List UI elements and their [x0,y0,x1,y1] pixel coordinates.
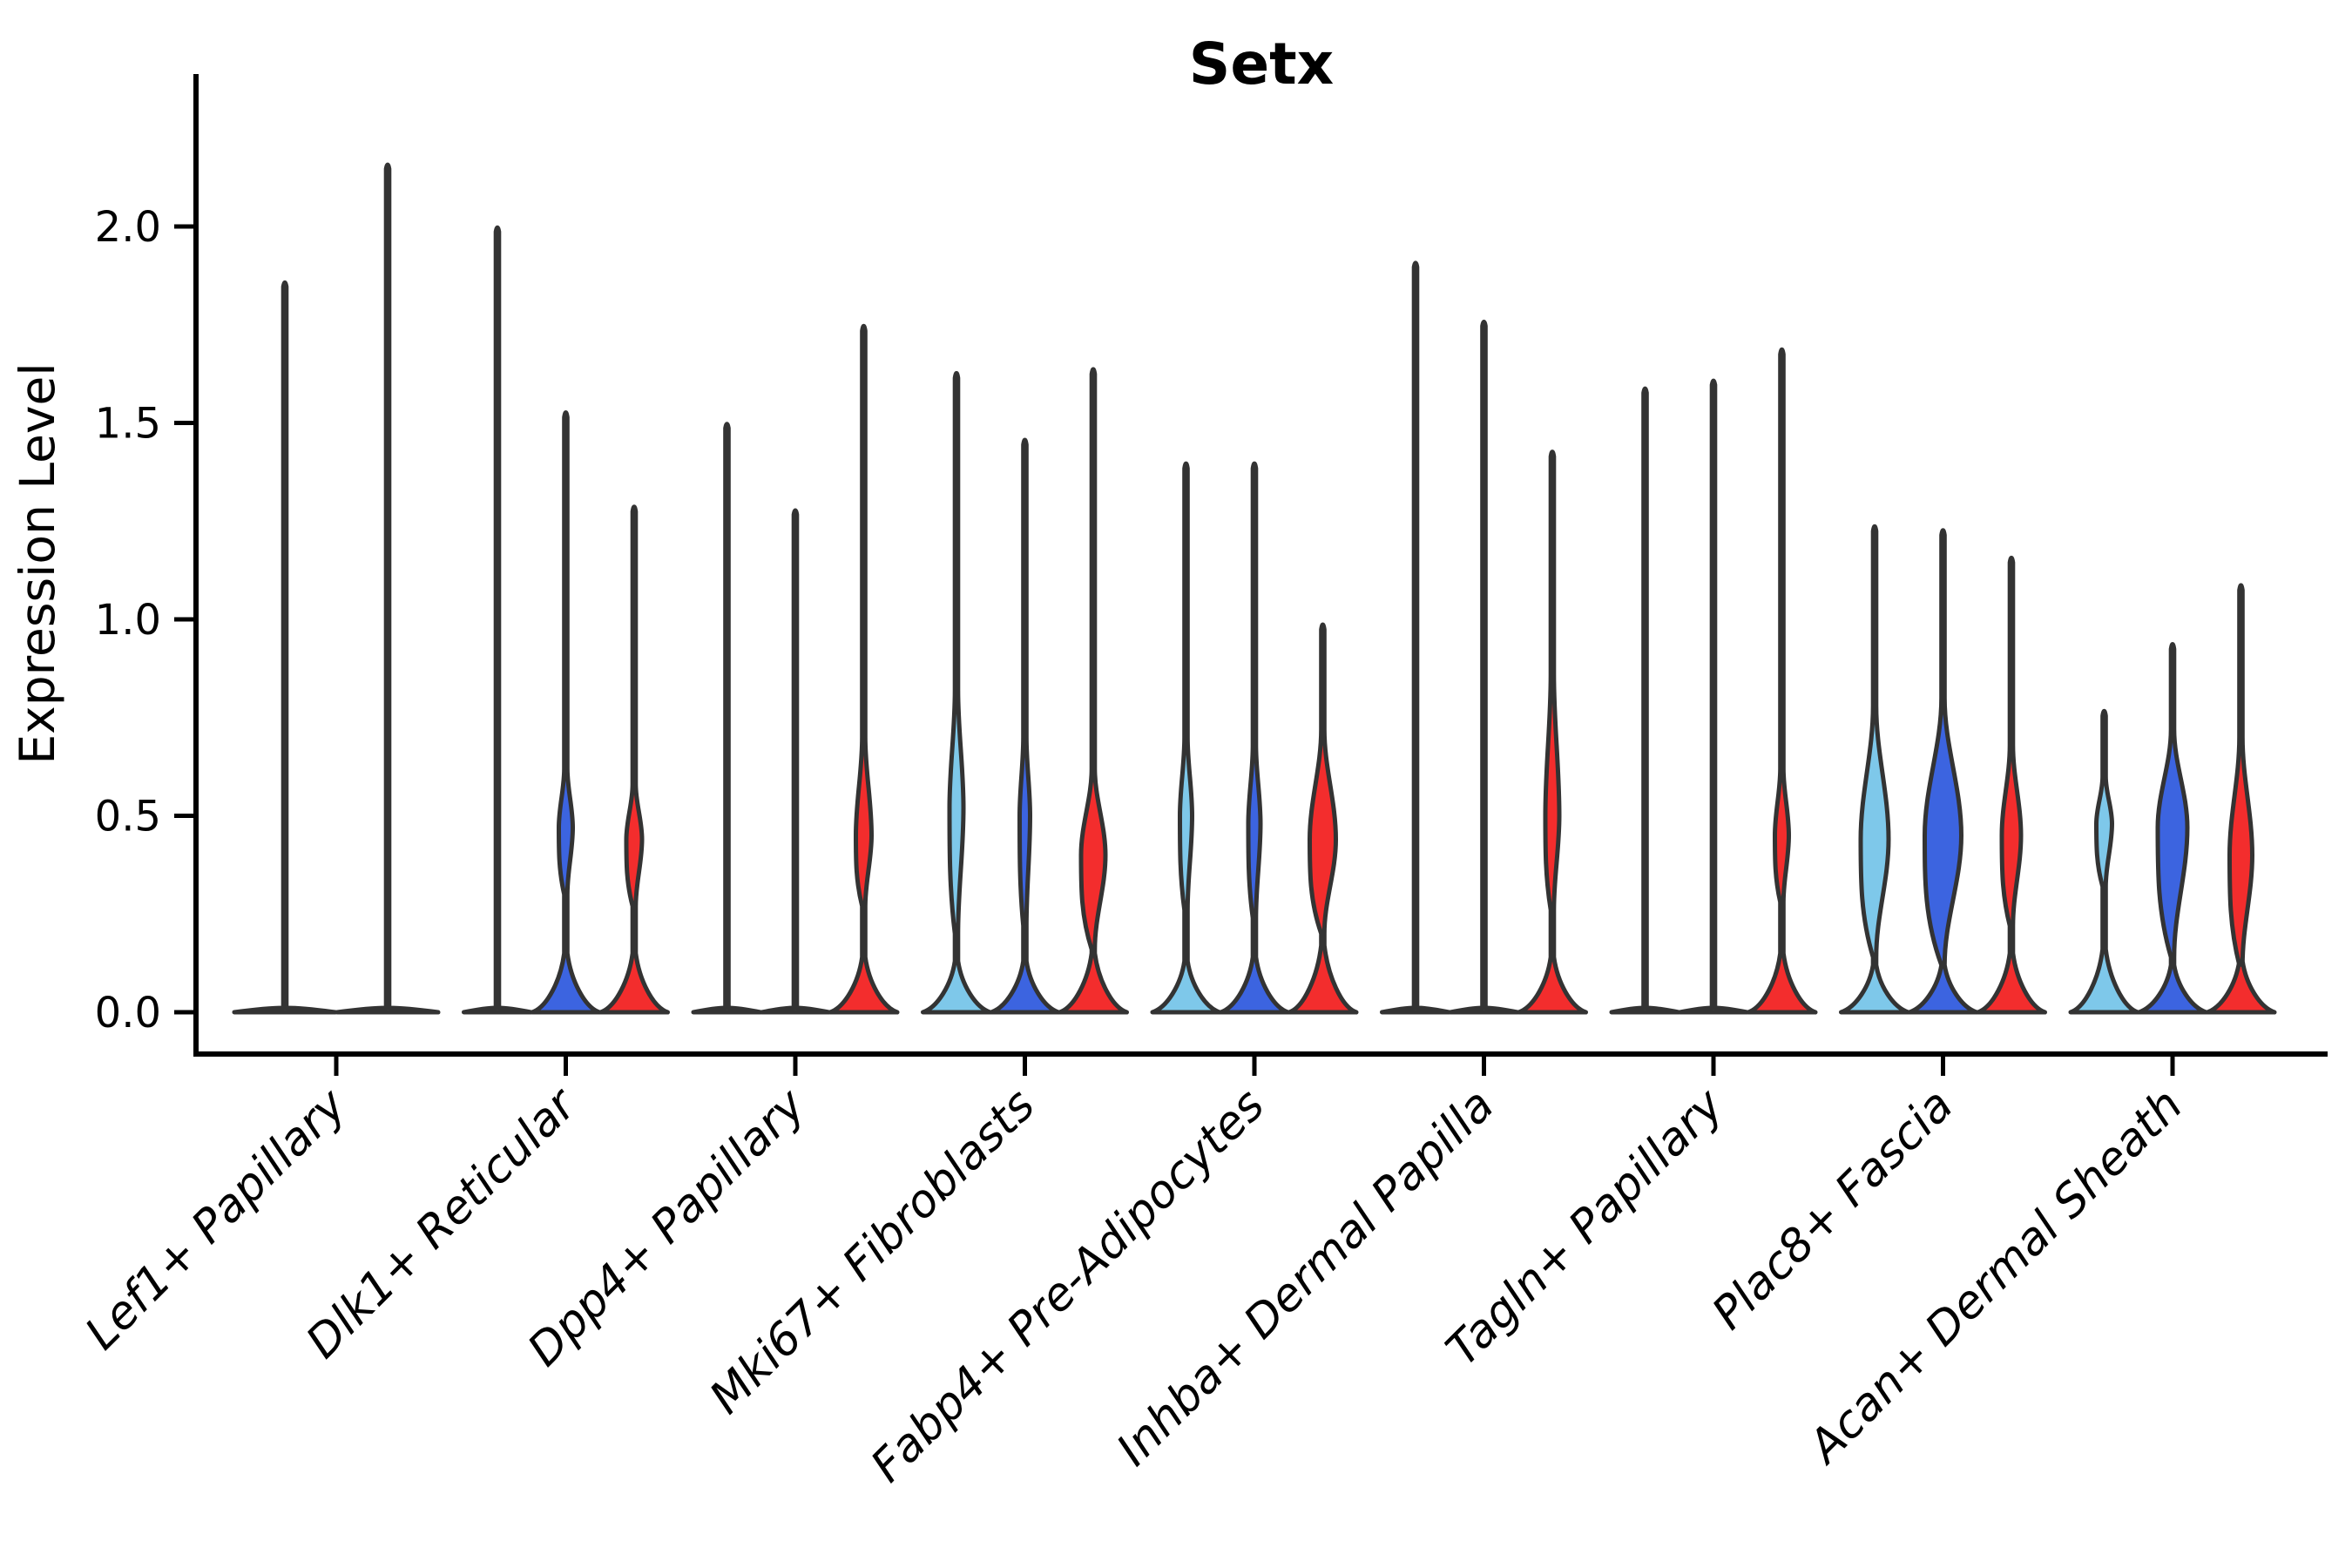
violin [1380,260,1451,1015]
violin [1150,461,1222,1015]
violin [1058,367,1129,1015]
y-tick-label: 0.5 [95,793,161,841]
violin [335,162,441,1015]
violin [760,508,831,1015]
axes-layer [193,74,2328,1057]
violin [462,225,533,1015]
violin [1746,347,1818,1015]
violin [1609,386,1681,1015]
x-tick-label: Inhba+ Dermal Papilla [1107,1079,1504,1477]
violin [530,409,602,1015]
violin [1678,378,1749,1015]
violin [1839,524,1910,1015]
y-tick-label: 1.5 [95,400,161,449]
violin [1517,449,1588,1015]
violin [232,280,338,1015]
x-tick-label: Plac8+ Fascia [1702,1079,1963,1340]
violin [2205,583,2277,1015]
violin [921,370,992,1015]
violins-layer [232,162,2277,1015]
y-axis-label: Expression Level [10,362,65,764]
y-tick-label: 2.0 [95,203,161,252]
x-tick-label: Acan+ Dermal Sheath [1797,1079,2193,1475]
violin [691,422,763,1015]
chart-title: Setx [1189,30,1334,98]
violin [598,504,670,1015]
violin [828,323,900,1015]
violin [2137,642,2208,1015]
x-tick-label: Fabp4+ Pre-Adipocytes [862,1079,1275,1493]
violin [1907,528,1979,1015]
violin [1448,319,1520,1015]
violin [989,437,1061,1015]
violin [1219,461,1290,1015]
violin [1976,555,2047,1015]
violin [1287,622,1359,1015]
violin [2068,708,2140,1015]
y-tick-label: 0.0 [95,989,161,1037]
y-tick-label: 1.0 [95,596,161,645]
